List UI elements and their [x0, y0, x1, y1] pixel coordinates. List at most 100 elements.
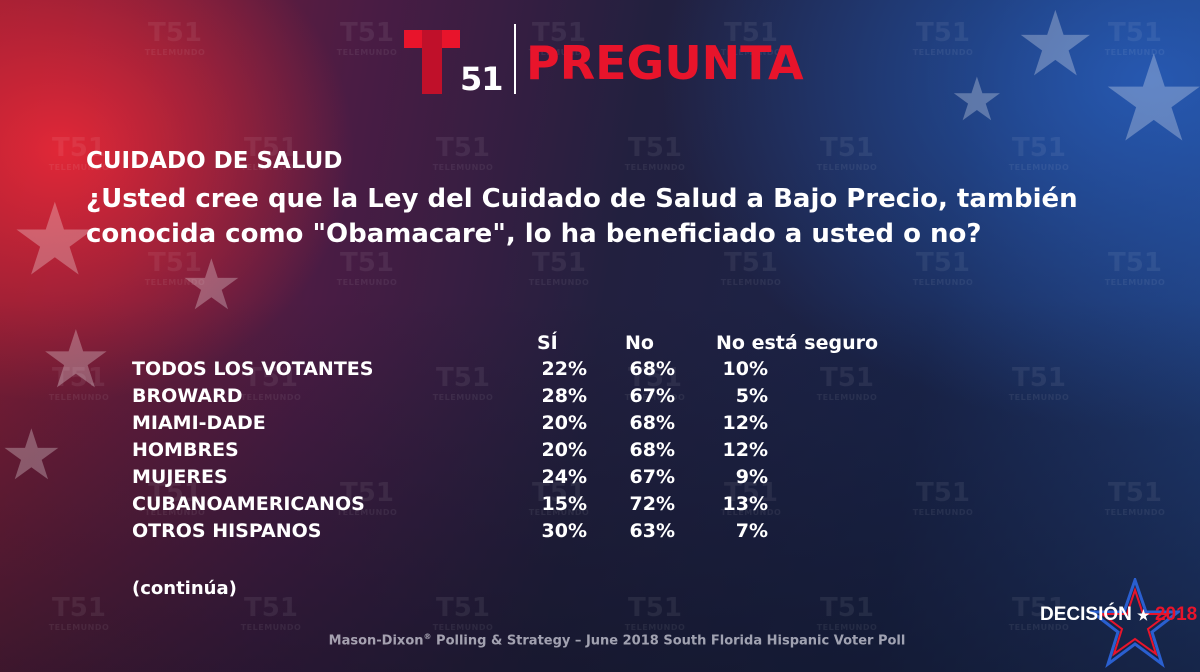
flag-star-icon: ★	[10, 181, 100, 298]
telemundo-51-logo: 51	[404, 24, 504, 98]
cell-unsure: 9%	[735, 466, 768, 488]
table-row: MIAMI-DADE 20% 68% 12%	[0, 412, 1200, 439]
cell-no: 68%	[629, 412, 675, 434]
row-label: TODOS LOS VOTANTES	[132, 358, 374, 380]
column-header-unsure: No está seguro	[716, 332, 879, 354]
cell-no: 67%	[629, 385, 675, 407]
cell-unsure: 7%	[735, 520, 768, 542]
column-header-no: No	[625, 332, 654, 354]
cell-unsure: 12%	[722, 439, 768, 461]
flag-star-icon: ★	[1015, 0, 1096, 97]
cell-si: 22%	[541, 358, 587, 380]
table-row: BROWARD 28% 67% 5%	[0, 385, 1200, 412]
decision-star-icon	[1090, 578, 1180, 668]
flag-star-icon: ★	[950, 65, 1004, 135]
cell-no: 67%	[629, 466, 675, 488]
continuation-note: (continúa)	[132, 578, 237, 599]
row-label: HOMBRES	[132, 439, 239, 461]
table-row: CUBANOAMERICANOS 15% 72% 13%	[0, 493, 1200, 520]
topic-heading: CUIDADO DE SALUD	[86, 148, 343, 174]
logo-divider	[514, 24, 516, 94]
cell-si: 20%	[541, 412, 587, 434]
flag-star-icon: ★	[40, 313, 112, 406]
table-row: TODOS LOS VOTANTES 22% 68% 10%	[0, 358, 1200, 385]
cell-si: 15%	[541, 493, 587, 515]
decision-word: DECISIÓN	[1040, 604, 1132, 625]
logo-number: 51	[460, 60, 504, 98]
flag-star-icon: ★	[1100, 30, 1200, 169]
cell-no: 68%	[629, 358, 675, 380]
cell-unsure: 5%	[735, 385, 768, 407]
source-rest: Polling & Strategy – June 2018 South Flo…	[431, 633, 906, 649]
table-row: OTROS HISPANOS 30% 63% 7%	[0, 520, 1200, 547]
registered-mark: ®	[423, 632, 432, 641]
cell-si: 30%	[541, 520, 587, 542]
table-row: HOMBRES 20% 68% 12%	[0, 439, 1200, 466]
background-shade	[0, 300, 1200, 672]
cell-si: 28%	[541, 385, 587, 407]
column-header-si: SÍ	[537, 332, 558, 354]
cell-si: 24%	[541, 466, 587, 488]
decision-small-star-icon: ★	[1137, 607, 1150, 623]
flag-star-icon: ★	[180, 244, 243, 326]
cell-no: 68%	[629, 439, 675, 461]
table-row: MUJERES 24% 67% 9%	[0, 466, 1200, 493]
row-label: BROWARD	[132, 385, 243, 407]
cell-unsure: 12%	[722, 412, 768, 434]
cell-no: 63%	[629, 520, 675, 542]
flag-star-icon: ★	[0, 414, 63, 496]
cell-no: 72%	[629, 493, 675, 515]
row-label: MIAMI-DADE	[132, 412, 266, 434]
telemundo-t-logo	[404, 24, 460, 94]
cell-unsure: 10%	[722, 358, 768, 380]
cell-unsure: 13%	[722, 493, 768, 515]
section-title: PREGUNTA	[526, 36, 804, 90]
source-footer: Mason-Dixon® Polling & Strategy – June 2…	[0, 632, 1200, 648]
row-label: OTROS HISPANOS	[132, 520, 322, 542]
decision-2018-logo: DECISIÓN ★ 2018	[1040, 604, 1197, 626]
row-label: MUJERES	[132, 466, 228, 488]
row-label: CUBANOAMERICANOS	[132, 493, 365, 515]
decision-year: 2018	[1154, 604, 1198, 625]
poll-question: ¿Usted cree que la Ley del Cuidado de Sa…	[86, 184, 1078, 249]
source-name: Mason-Dixon	[328, 633, 424, 649]
